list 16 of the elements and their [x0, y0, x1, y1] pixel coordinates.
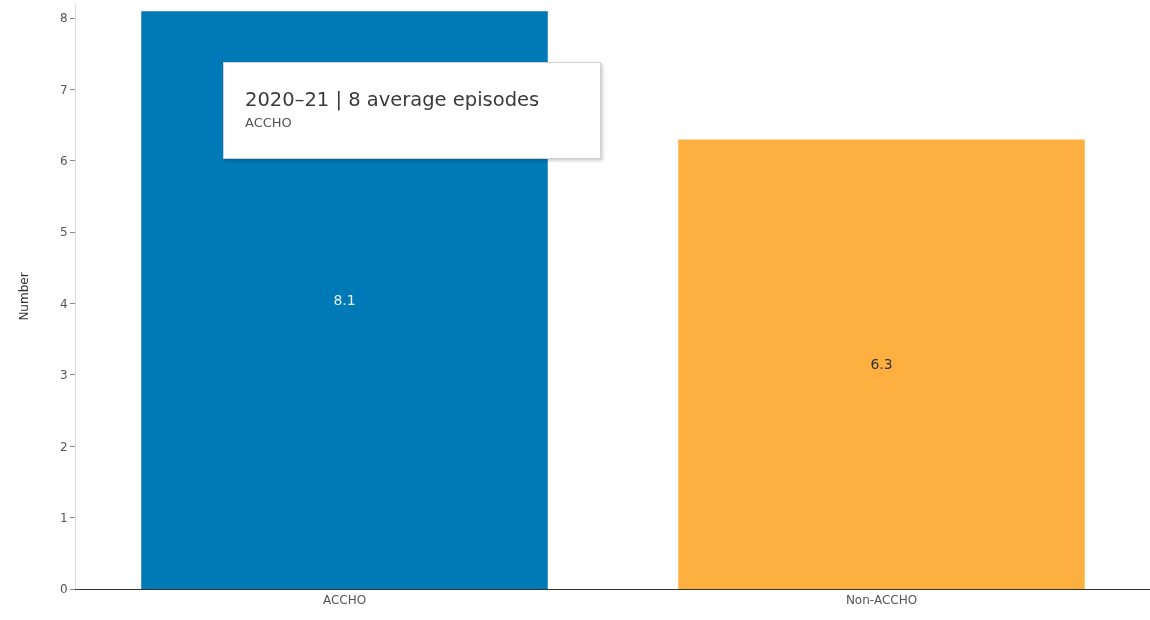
y-tick-label: 2 [59, 439, 68, 454]
y-tick-label: 6 [59, 154, 68, 169]
y-tick-label: 1 [59, 510, 68, 525]
y-tick-label: 0 [59, 582, 68, 597]
y-tick-label: 4 [59, 296, 68, 311]
y-tick-label: 7 [59, 82, 68, 97]
annotation: 2020–21 | 8 average episodes [245, 88, 541, 112]
data-label: 6.3 [870, 356, 893, 373]
tooltip-box: 2020–21 | 8 average episodes ACCHO [223, 62, 601, 159]
data-label: 8.1 [333, 292, 356, 309]
annotation: ACCHO [245, 114, 293, 132]
y-tick-label: 3 [59, 368, 68, 383]
y-tick-label: 8 [59, 11, 68, 26]
y-axis-title: Number [17, 272, 32, 321]
y-tick-label: 5 [59, 225, 68, 240]
x-tick-label: Non-ACCHO [845, 593, 918, 608]
